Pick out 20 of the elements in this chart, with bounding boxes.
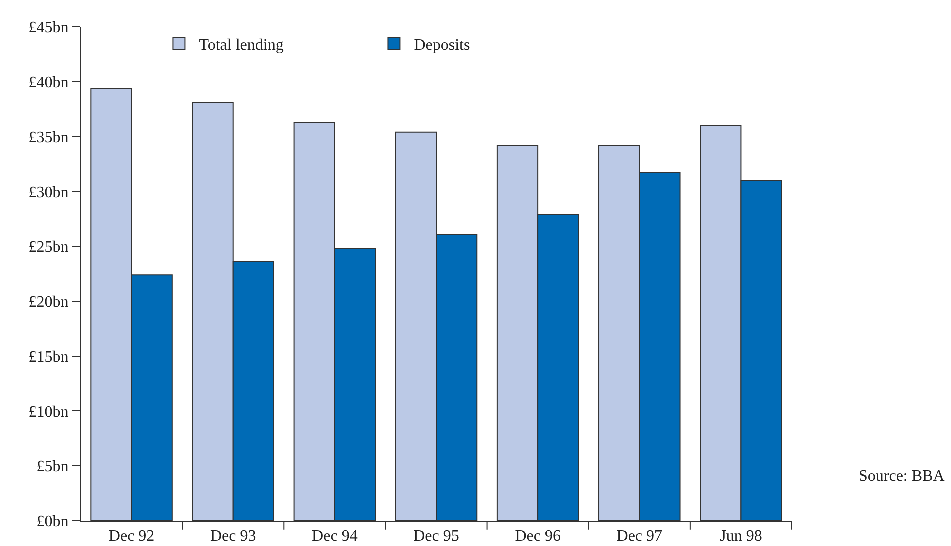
legend-label: Total lending [199,37,284,54]
y-tick-label: £40bn [28,74,69,92]
y-tick-label: £35bn [28,129,69,146]
x-tick-label: Jun 98 [720,528,762,546]
y-tick-label: £15bn [28,348,69,366]
legend-label: Deposits [414,37,470,54]
y-tick-label: £25bn [28,239,69,256]
x-tick-label: Dec 95 [414,528,460,546]
x-tick-label: Dec 94 [312,528,358,546]
y-tick-label: £0bn [36,514,69,531]
y-tick-label: £30bn [28,184,69,202]
source-note: Source: BBA [859,468,946,485]
y-tick-label: £10bn [28,404,69,421]
x-tick-label: Dec 93 [210,528,256,546]
y-tick-label: £45bn [28,20,69,37]
x-tick-label: Dec 97 [616,528,663,546]
x-tick-label: Dec 92 [108,528,155,546]
y-tick-label: £20bn [28,294,69,312]
y-tick-label: £5bn [36,458,69,476]
x-tick-label: Dec 96 [515,528,561,546]
